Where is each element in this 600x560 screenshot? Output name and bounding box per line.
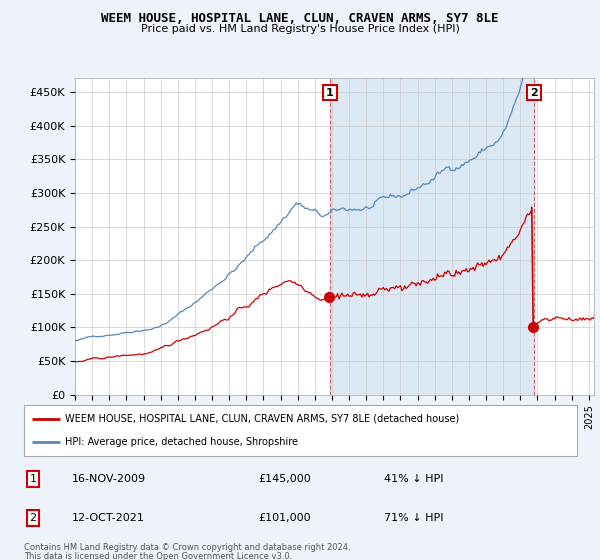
- Text: 2: 2: [29, 513, 37, 523]
- Text: This data is licensed under the Open Government Licence v3.0.: This data is licensed under the Open Gov…: [24, 552, 292, 560]
- Text: HPI: Average price, detached house, Shropshire: HPI: Average price, detached house, Shro…: [65, 437, 298, 447]
- Bar: [330, 78, 534, 395]
- Text: WEEM HOUSE, HOSPITAL LANE, CLUN, CRAVEN ARMS, SY7 8LE: WEEM HOUSE, HOSPITAL LANE, CLUN, CRAVEN …: [101, 12, 499, 25]
- Text: 16-NOV-2009: 16-NOV-2009: [72, 474, 146, 484]
- Text: 2: 2: [530, 87, 538, 97]
- Text: Contains HM Land Registry data © Crown copyright and database right 2024.: Contains HM Land Registry data © Crown c…: [24, 543, 350, 552]
- Text: 41% ↓ HPI: 41% ↓ HPI: [384, 474, 443, 484]
- Text: 71% ↓ HPI: 71% ↓ HPI: [384, 513, 443, 523]
- Text: 1: 1: [29, 474, 37, 484]
- Text: Price paid vs. HM Land Registry's House Price Index (HPI): Price paid vs. HM Land Registry's House …: [140, 24, 460, 34]
- Text: WEEM HOUSE, HOSPITAL LANE, CLUN, CRAVEN ARMS, SY7 8LE (detached house): WEEM HOUSE, HOSPITAL LANE, CLUN, CRAVEN …: [65, 414, 460, 424]
- Text: 12-OCT-2021: 12-OCT-2021: [72, 513, 145, 523]
- Text: 1: 1: [326, 87, 334, 97]
- Text: £101,000: £101,000: [258, 513, 311, 523]
- Text: £145,000: £145,000: [258, 474, 311, 484]
